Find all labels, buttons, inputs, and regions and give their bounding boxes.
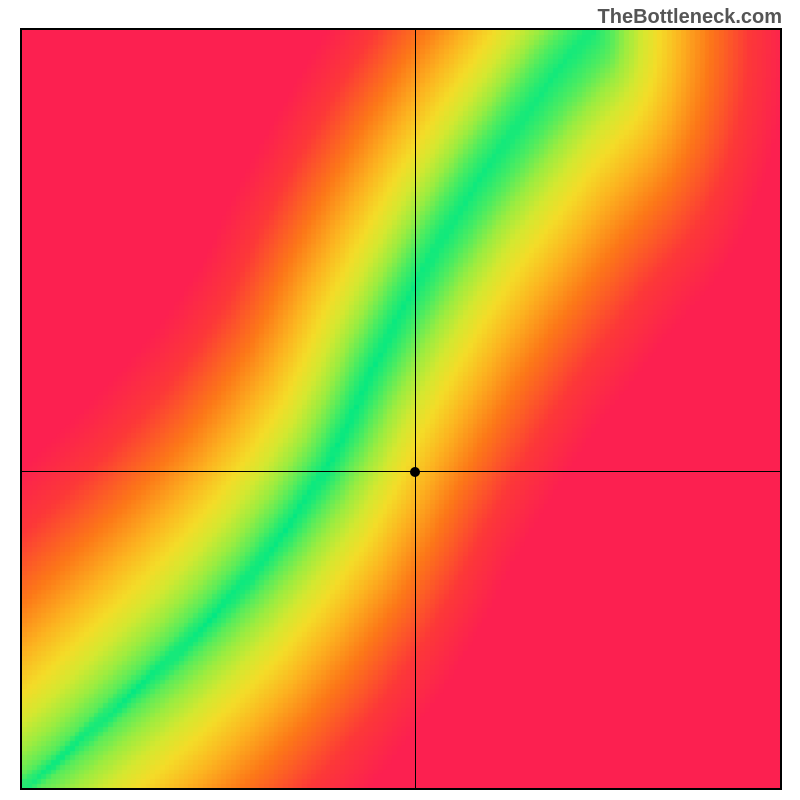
bottleneck-heatmap [22, 30, 780, 788]
chart-container: TheBottleneck.com [0, 0, 800, 800]
attribution-text: TheBottleneck.com [598, 6, 782, 29]
crosshair-horizontal [22, 471, 780, 472]
crosshair-vertical [415, 30, 416, 788]
